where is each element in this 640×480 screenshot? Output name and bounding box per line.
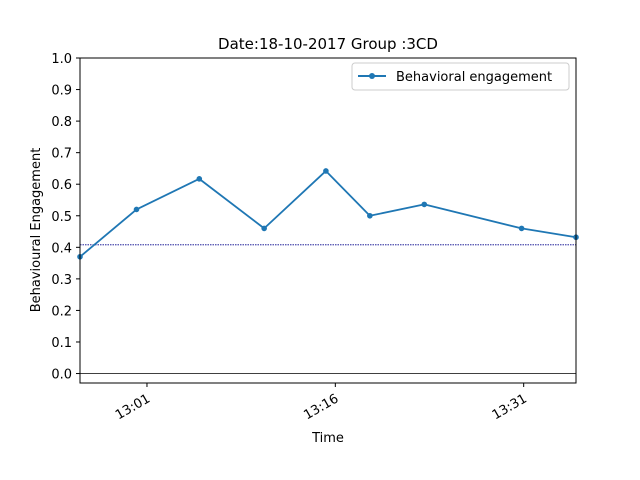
- y-tick-label: 0.9: [51, 84, 72, 99]
- data-point: [323, 168, 329, 174]
- chart-title: Date:18-10-2017 Group :3CD: [218, 35, 438, 53]
- y-tick-label: 0.7: [51, 147, 72, 162]
- x-axis-title: Time: [311, 431, 344, 446]
- y-tick-label: 0.1: [51, 336, 72, 351]
- y-tick-label: 0.3: [51, 273, 72, 288]
- x-tick-label: 13:16: [301, 391, 341, 423]
- y-axis-title: Behavioural Engagement: [29, 148, 44, 313]
- y-tick-label: 1.0: [51, 52, 72, 67]
- legend-marker: [369, 73, 375, 79]
- data-point: [133, 206, 140, 213]
- x-tick-label: 13:31: [490, 391, 530, 423]
- series-line: [79, 170, 577, 258]
- legend-frame: [351, 62, 570, 91]
- legend-entry-label: Behavioral engagement: [396, 70, 552, 85]
- data-point: [196, 176, 203, 182]
- plot-frame: [79, 57, 577, 384]
- plot-area: 0.0 0.1 0.2 0.3 0.4 0.5 0.6 0.7 0.8 0.9 1.0 13:01 13…: [51, 52, 579, 423]
- data-point: [421, 201, 428, 208]
- data-point: [367, 212, 373, 219]
- y-tick-label: 0.6: [51, 178, 72, 193]
- legend: Behavioral engagement: [351, 62, 570, 91]
- x-tick-label: 13:01: [113, 391, 153, 423]
- data-point: [518, 225, 525, 232]
- y-tick-label: 0.4: [51, 241, 72, 256]
- y-tick-label: 0.5: [51, 210, 72, 225]
- data-point: [261, 225, 267, 232]
- y-tick-label: 0.8: [51, 115, 72, 130]
- y-tick-label: 0.0: [51, 368, 72, 383]
- y-tick-label: 0.2: [51, 304, 72, 319]
